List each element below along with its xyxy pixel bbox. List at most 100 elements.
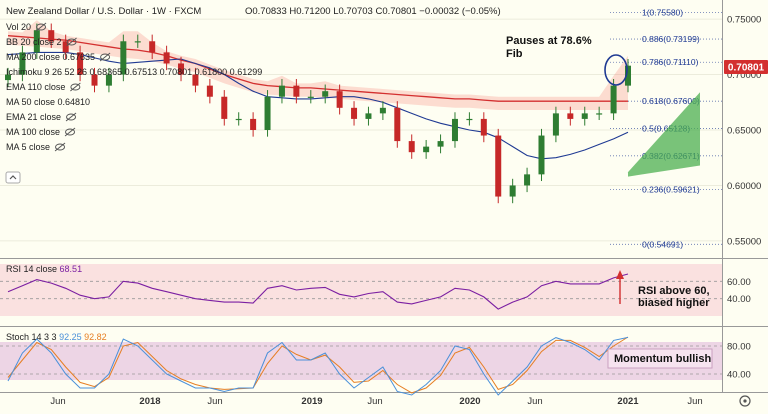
candle-body[interactable]: [495, 135, 502, 197]
candle-body[interactable]: [149, 41, 156, 53]
price-pane[interactable]: [0, 0, 722, 258]
candle-body[interactable]: [567, 113, 574, 119]
candle-body[interactable]: [466, 118, 473, 121]
legend-item[interactable]: MA 50 close 0.64810: [6, 97, 90, 107]
symbol-title: New Zealand Dollar / U.S. Dollar · 1W · …: [6, 6, 201, 17]
rsi-axis-label: 60.00: [727, 277, 751, 288]
candle-body[interactable]: [5, 74, 11, 81]
chevron-up-icon: [9, 175, 17, 180]
candle-body[interactable]: [77, 52, 84, 75]
stoch-k-line[interactable]: [7, 336, 629, 396]
legend-item[interactable]: Ichimoku 9 26 52 26 0.68365 0.67513 0.70…: [6, 67, 262, 77]
fib-level-label: 0.886(0.73199): [642, 34, 700, 44]
time-tick-label: 2021: [617, 396, 639, 407]
candle-body[interactable]: [250, 118, 257, 130]
rsi-axis-label: 40.00: [727, 294, 751, 305]
candle-body[interactable]: [134, 41, 141, 43]
time-tick-label: 2018: [139, 396, 160, 407]
candle-body[interactable]: [278, 85, 285, 97]
price-tick-label: 0.55000: [727, 236, 761, 247]
candle-body[interactable]: [33, 30, 40, 53]
legend-item[interactable]: MA 5 close: [6, 142, 50, 152]
candle-body[interactable]: [451, 118, 458, 142]
candle-body[interactable]: [394, 107, 401, 142]
eye-slash-icon[interactable]: [66, 37, 77, 47]
ma50-line: [7, 51, 629, 160]
candle-body[interactable]: [48, 30, 55, 42]
candle-body[interactable]: [581, 113, 588, 119]
time-tick-label: Jun: [527, 396, 542, 407]
candle-body[interactable]: [552, 113, 559, 136]
candle-body[interactable]: [379, 107, 386, 114]
collapse-legend-icon[interactable]: [5, 171, 21, 184]
candle-body[interactable]: [91, 74, 98, 86]
candle-body[interactable]: [538, 135, 545, 175]
indicator-legend[interactable]: Vol 20 BB 20 close 2 MA 200 close 0.67635 I…: [5, 22, 262, 184]
candle-body[interactable]: [206, 85, 213, 97]
eye-slash-icon[interactable]: [70, 82, 81, 92]
eye-slash-icon[interactable]: [54, 142, 66, 152]
candle-body[interactable]: [365, 113, 372, 119]
stoch-d-line[interactable]: [7, 336, 629, 394]
candle-body[interactable]: [192, 74, 199, 86]
candle-body[interactable]: [178, 63, 185, 75]
legend-item[interactable]: EMA 21 close: [6, 112, 61, 122]
price-axis-pane[interactable]: [722, 0, 768, 392]
candle-body[interactable]: [105, 74, 112, 86]
candle-body[interactable]: [163, 52, 170, 64]
candle-body[interactable]: [408, 141, 415, 153]
rsi-annotation: RSI above 60, biased higher: [616, 270, 710, 309]
legend-item[interactable]: MA 200 close 0.67635: [6, 52, 95, 62]
candle-body[interactable]: [221, 96, 228, 119]
ma200-line: [7, 35, 628, 102]
candle-body[interactable]: [524, 174, 531, 186]
candle-body[interactable]: [264, 96, 271, 130]
candle-body[interactable]: [509, 185, 516, 197]
settings-gear-icon[interactable]: [739, 395, 751, 407]
candle-body[interactable]: [351, 107, 358, 119]
candle-body[interactable]: [322, 91, 329, 97]
price-axis-labels: 0.75000 0.70000 0.65000 0.60000 0.55000: [727, 15, 761, 248]
eye-slash-icon[interactable]: [64, 127, 76, 137]
stoch-label: Stoch 14 3 3 92.25 92.82: [6, 332, 107, 342]
candle-body[interactable]: [62, 41, 69, 53]
candle-body[interactable]: [307, 96, 314, 98]
candle-body[interactable]: [235, 118, 242, 121]
eye-slash-stroke: [65, 112, 77, 122]
candle-body[interactable]: [423, 146, 430, 153]
eye-outline: [70, 83, 81, 91]
time-tick-label: Jun: [687, 396, 702, 407]
eye-slash-icon[interactable]: [99, 52, 111, 62]
candle-body[interactable]: [293, 85, 300, 97]
last-price-tag: 0.70801: [724, 60, 768, 74]
eye-slash-icon[interactable]: [65, 112, 77, 122]
candle-body[interactable]: [625, 65, 631, 86]
fib-level-label: 1(0.75580): [642, 8, 683, 18]
candle-body[interactable]: [336, 91, 343, 108]
candle-body[interactable]: [610, 85, 617, 114]
candle-body[interactable]: [437, 141, 444, 147]
time-axis: Jun 2018 Jun 2019 Jun 2020 Jun 2021 Jun: [50, 396, 702, 407]
time-tick-label: Jun: [207, 396, 222, 407]
price-tick-label: 0.75000: [727, 15, 761, 26]
candle-body[interactable]: [19, 52, 26, 75]
candle-body[interactable]: [120, 41, 127, 75]
price-tick-label: 0.70000: [727, 70, 761, 81]
candle-body[interactable]: [480, 118, 487, 136]
legend-item[interactable]: Vol 20: [6, 22, 31, 32]
eye-slash-stroke: [35, 22, 47, 32]
stoch-annotation-box: [607, 348, 713, 369]
last-price-box: [724, 60, 768, 74]
legend-item[interactable]: EMA 110 close: [6, 82, 65, 92]
time-tick-label: 2020: [459, 396, 480, 407]
eye-slash-icon[interactable]: [35, 22, 47, 32]
legend-item[interactable]: MA 100 close: [6, 127, 60, 137]
rsi-annotation-line2: biased higher: [638, 297, 710, 309]
legend-item[interactable]: BB 20 close 2: [6, 37, 62, 47]
eye-slash-stroke: [70, 82, 81, 92]
rsi-line[interactable]: [7, 273, 629, 310]
eye-outline: [100, 53, 111, 61]
chart-header: New Zealand Dollar / U.S. Dollar · 1W · …: [6, 6, 501, 17]
candle-body[interactable]: [596, 113, 603, 115]
